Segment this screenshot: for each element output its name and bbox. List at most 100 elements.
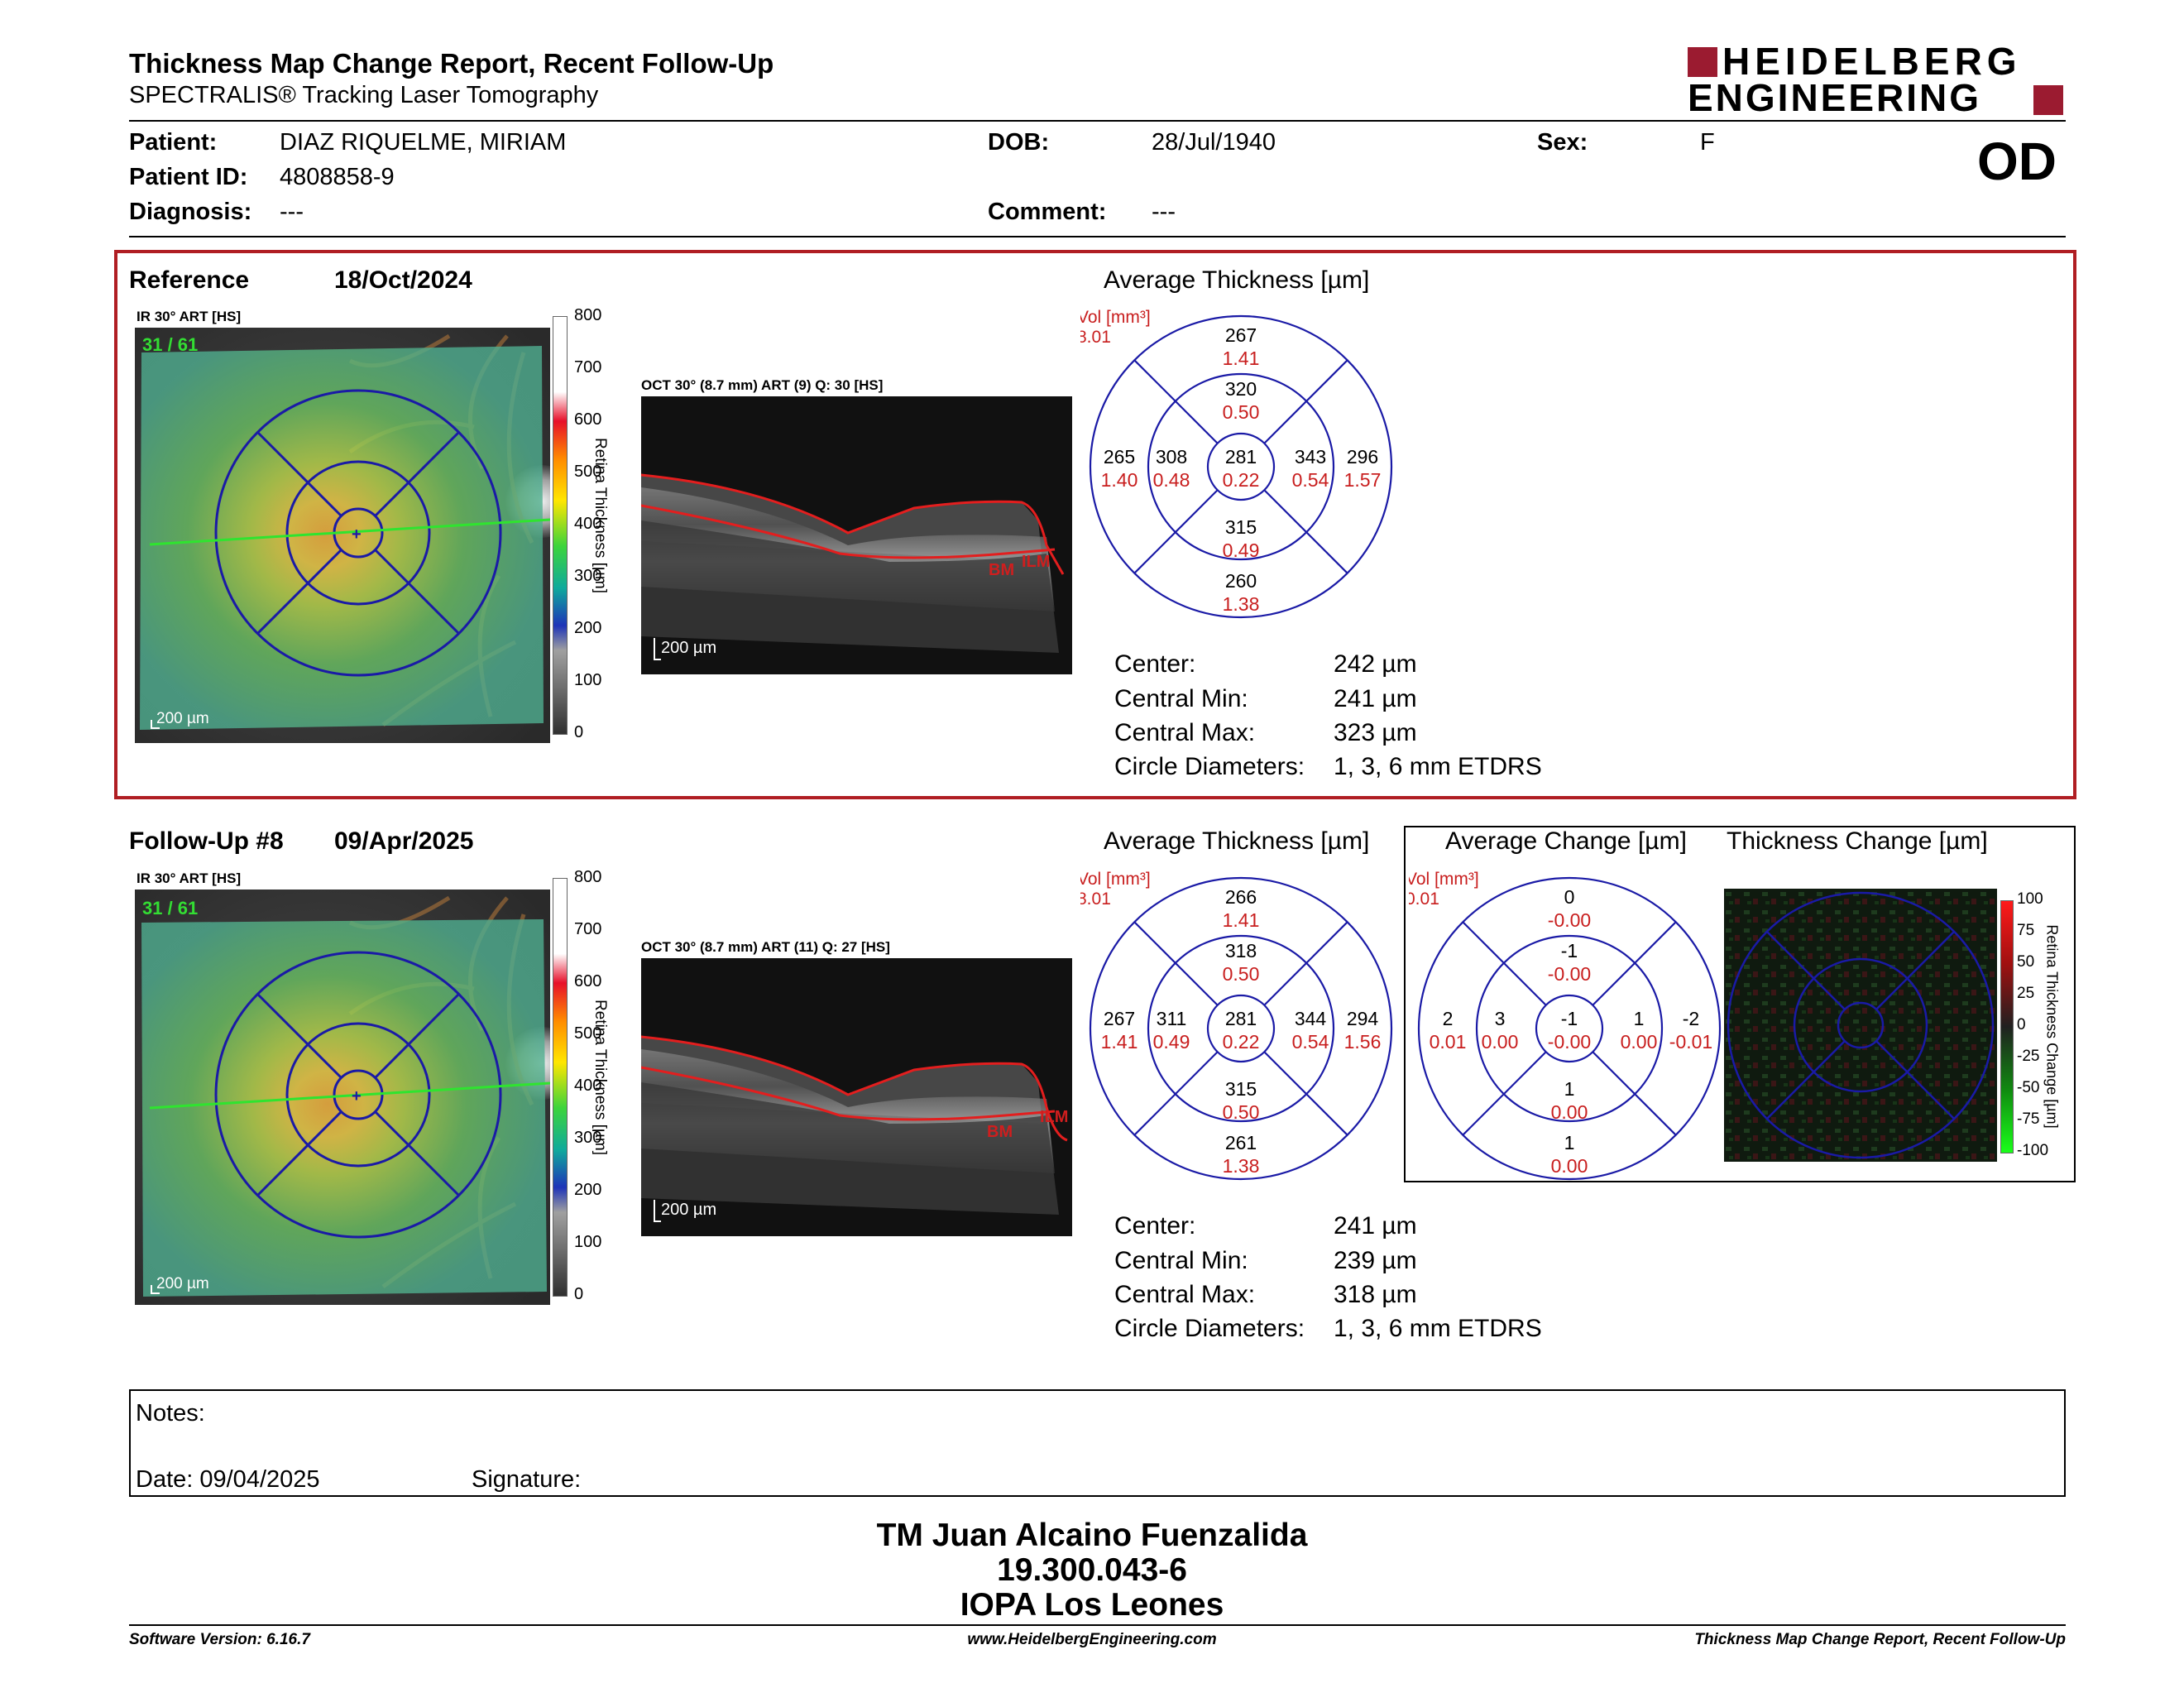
sector-thickness-outer-inf: 261 xyxy=(1225,1132,1257,1153)
scan-line xyxy=(149,1081,551,1110)
ref-oct-ilm: ILM xyxy=(1022,553,1050,571)
sector-thickness-inner-nas: 343 xyxy=(1295,446,1326,468)
sector-volume-inner-inf: 0.49 xyxy=(1223,539,1260,561)
fu-etdrs-svg: 2661.413180.502671.413110.492810.223440.… xyxy=(1077,870,1393,1181)
reference-date: 18/Oct/2024 xyxy=(334,266,472,294)
ref-oct-image: BM ILM 200 µm xyxy=(640,396,1072,674)
etdrs-ring-0 xyxy=(1417,876,1722,1181)
ref-etdrs-svg: 2671.413200.502651.403080.482810.223430.… xyxy=(1077,308,1393,619)
sector-volume-inner-tmp: 0.48 xyxy=(1153,469,1190,491)
heidelberg-logo: HEIDELBERG ENGINEERING xyxy=(1688,41,2068,118)
vol-value: 0.01 xyxy=(1409,890,1439,909)
fu-ir-counter: 31 / 61 xyxy=(142,898,198,918)
fu-stat-max-value: 318 µm xyxy=(1334,1281,1417,1308)
ref-ir-title: IR 30° ART [HS] xyxy=(136,309,242,324)
notes-label: Notes: xyxy=(136,1400,205,1427)
fu-oct-ilm: ILM xyxy=(1040,1108,1068,1126)
tick-label: 75 xyxy=(2017,922,2035,939)
ref-avg-title: Average Thickness [µm] xyxy=(1104,266,1370,294)
change-frame xyxy=(1404,826,2076,1182)
dob-label: DOB: xyxy=(988,129,1050,156)
tick-label: 500 xyxy=(574,1024,602,1043)
sector-thickness-inner-sup: -1 xyxy=(1561,940,1578,961)
etdrs-ring-0 xyxy=(1089,314,1393,619)
etdrs-ring-1 xyxy=(1475,934,1664,1123)
report-title: Thickness Map Change Report, Recent Foll… xyxy=(129,48,774,79)
signer-id: 19.300.043-6 xyxy=(997,1552,1187,1588)
etdrs-ring-1 xyxy=(1147,934,1335,1123)
svg-text:+: + xyxy=(352,525,362,544)
ref-stat-min-label: Central Min: xyxy=(1114,685,1248,712)
etdrs-ring-1 xyxy=(1147,372,1335,561)
sector-thickness-inner-tmp: 311 xyxy=(1157,1008,1187,1029)
sector-volume-outer-sup: 1.41 xyxy=(1223,909,1260,931)
logo-line1: HEIDELBERG xyxy=(1722,40,2022,83)
vol-label: Vol [mm³] xyxy=(1080,308,1151,327)
change-map-image xyxy=(1724,889,1997,1162)
tick-label: -25 xyxy=(2017,1048,2040,1065)
followup-date: 09/Apr/2025 xyxy=(334,827,474,855)
notes-box[interactable] xyxy=(129,1389,2066,1497)
tick-label: 0 xyxy=(2017,1016,2026,1033)
fu-oct-scale: 200 µm xyxy=(661,1201,716,1219)
website-link[interactable]: www.HeidelbergEngineering.com xyxy=(967,1631,1217,1648)
sector-volume-outer-tmp: 0.01 xyxy=(1430,1031,1467,1053)
ref-oct-title: OCT 30° (8.7 mm) ART (9) Q: 30 [HS] xyxy=(641,377,884,393)
sector-volume-inner-sup: 0.50 xyxy=(1223,401,1260,423)
ref-ir-image: + 31 / 61 200 µm xyxy=(135,328,578,743)
diagnosis-label: Diagnosis: xyxy=(129,199,252,225)
patient-id-value: 4808858-9 xyxy=(280,164,395,190)
tick-label: 100 xyxy=(574,1233,602,1251)
change-etdrs-svg: 0-0.00-1-0.0020.0130.00-1-0.0010.00-2-0.… xyxy=(1406,870,1722,1181)
fu-stat-diam-label: Circle Diameters: xyxy=(1114,1315,1305,1342)
etdrs-divider-0 xyxy=(1133,359,1219,444)
sector-thickness-outer-nas: 296 xyxy=(1347,446,1378,468)
fu-stat-diam-value: 1, 3, 6 mm ETDRS xyxy=(1334,1315,1542,1342)
etdrs-divider-0 xyxy=(1133,921,1219,1006)
ref-colorbar-label: Retina Thickness [µm] xyxy=(592,438,609,593)
sector-volume-outer-nas: 1.57 xyxy=(1344,469,1382,491)
tick-label: -50 xyxy=(2017,1079,2040,1096)
sex-label: Sex: xyxy=(1537,129,1588,156)
tick-label: -100 xyxy=(2017,1142,2049,1159)
ref-stat-center-label: Center: xyxy=(1114,650,1196,678)
fu-oct-bm: BM xyxy=(987,1123,1013,1141)
etdrs-grid xyxy=(214,951,502,1239)
fu-oct-title: OCT 30° (8.7 mm) ART (11) Q: 27 [HS] xyxy=(641,939,890,955)
sector-thickness-inner-tmp: 308 xyxy=(1156,446,1187,468)
sector-thickness-outer-nas: 294 xyxy=(1347,1008,1379,1029)
sector-volume-outer-nas: -0.01 xyxy=(1669,1031,1712,1053)
tick-label: 600 xyxy=(574,972,602,990)
tick-label: 500 xyxy=(574,463,602,481)
change-etdrs-chart: 0 -0.00 -1 -0.00 2 0.01 3 0.00 -1 -0.00 1 0.00 -2 -0.… xyxy=(1406,868,1740,1182)
footer-rule xyxy=(129,1624,2066,1626)
sector-thickness-outer-sup: 266 xyxy=(1225,886,1257,908)
tick-label: 200 xyxy=(574,619,602,637)
tick-label: 800 xyxy=(574,306,602,324)
sector-thickness-outer-inf: 260 xyxy=(1225,570,1257,592)
footer-report-name: Thickness Map Change Report, Recent Foll… xyxy=(1694,1631,2066,1648)
etdrs-divider-1 xyxy=(1263,921,1348,1006)
fu-ir-scale: 200 µm xyxy=(156,1275,209,1292)
sector-volume-inner-sup: 0.50 xyxy=(1223,963,1260,985)
sector-volume-inner-sup: -0.00 xyxy=(1548,963,1591,985)
ref-oct-bm: BM xyxy=(989,561,1014,579)
etdrs-ring-2 xyxy=(1206,432,1276,501)
sector-thickness-inner-sup: 318 xyxy=(1225,940,1257,961)
tick-label: 0 xyxy=(574,723,584,741)
software-version: Software Version: 6.16.7 xyxy=(129,1631,310,1648)
patient-rule xyxy=(129,236,2066,237)
sector-volume-center: -0.00 xyxy=(1548,1031,1591,1053)
ref-etdrs-chart: 267 1.41 320 0.50 265 1.40 308 0.48 281 0.22 343 0.… xyxy=(1077,306,1411,621)
sex-value: F xyxy=(1700,129,1715,156)
sector-thickness-outer-tmp: 2 xyxy=(1443,1008,1454,1029)
tick-label: 700 xyxy=(574,920,602,938)
ref-oct-scale: 200 µm xyxy=(661,639,716,657)
sector-thickness-inner-sup: 320 xyxy=(1225,378,1257,400)
sector-volume-outer-nas: 1.56 xyxy=(1344,1031,1382,1053)
fu-avg-title: Average Thickness [µm] xyxy=(1104,827,1370,855)
reference-frame xyxy=(114,250,2076,799)
sector-volume-outer-tmp: 1.41 xyxy=(1101,1031,1138,1053)
sector-volume-outer-tmp: 1.40 xyxy=(1101,469,1138,491)
fu-colorbar-label: Retina Thickness [µm] xyxy=(592,1000,609,1155)
